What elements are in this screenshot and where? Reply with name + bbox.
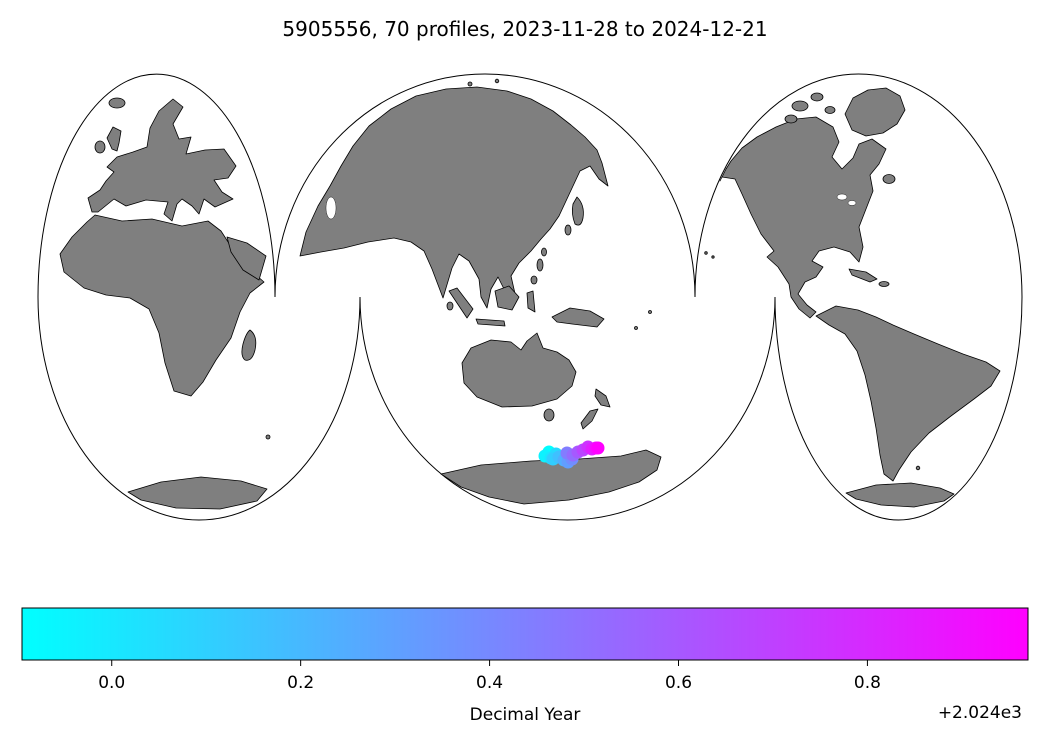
colorbar-offset-text: +2.024e3 bbox=[938, 703, 1022, 723]
island-vanuatu bbox=[648, 310, 652, 314]
land-south-america bbox=[815, 305, 1001, 482]
island-madagascar bbox=[241, 329, 257, 361]
colorbar-tick-label: 0.2 bbox=[287, 673, 314, 693]
island-java bbox=[475, 318, 506, 327]
land-arabia bbox=[226, 236, 267, 281]
island-fiji bbox=[634, 326, 638, 330]
island-sri-lanka bbox=[446, 301, 454, 311]
island-severnaya bbox=[494, 78, 500, 84]
island-sulawesi bbox=[526, 290, 536, 313]
island-sumatra bbox=[448, 287, 474, 319]
land-north-america bbox=[719, 116, 887, 319]
island-falklands bbox=[915, 465, 921, 471]
island-cuba bbox=[848, 268, 878, 283]
island-baffin bbox=[791, 100, 809, 112]
lake-caspian bbox=[325, 196, 337, 220]
profile-scatter bbox=[538, 440, 605, 469]
island-japan bbox=[571, 196, 584, 226]
land-australia bbox=[461, 332, 577, 408]
island-borneo bbox=[494, 285, 520, 311]
lake-superior bbox=[836, 193, 848, 201]
island-newfoundland bbox=[882, 174, 896, 184]
island-nz-north bbox=[594, 388, 611, 408]
profile-point bbox=[591, 441, 605, 455]
land-africa bbox=[59, 214, 265, 397]
island-victoria bbox=[784, 114, 798, 124]
land-antarctica-left bbox=[127, 476, 268, 510]
island-kerguelen bbox=[265, 434, 271, 440]
land-europe bbox=[87, 98, 237, 222]
lake-huron bbox=[847, 200, 857, 206]
island-greenland bbox=[844, 87, 906, 137]
island-hawaii-2 bbox=[711, 255, 715, 259]
colorbar-tick-label: 0.8 bbox=[854, 673, 881, 693]
world-map bbox=[37, 73, 1023, 521]
colorbar-ticks: 0.0 0.2 0.4 0.6 0.8 bbox=[98, 660, 881, 693]
island-tasmania bbox=[543, 408, 555, 422]
island-new-guinea bbox=[551, 307, 605, 328]
island-great-britain bbox=[106, 126, 122, 152]
colorbar-tick-label: 0.4 bbox=[476, 673, 503, 693]
island-luzon bbox=[536, 258, 544, 272]
island-hawaii bbox=[704, 251, 708, 255]
land-asia bbox=[299, 86, 609, 309]
colorbar: 0.0 0.2 0.4 0.6 0.8 Decimal Year +2.024e3 bbox=[21, 607, 1029, 725]
island-mindanao bbox=[530, 275, 538, 285]
land-masses bbox=[59, 78, 1001, 510]
island-svalbard bbox=[467, 81, 473, 87]
island-ireland bbox=[94, 140, 106, 154]
colorbar-tick-label: 0.6 bbox=[665, 673, 692, 693]
island-iceland bbox=[108, 97, 126, 109]
figure-title: 5905556, 70 profiles, 2023-11-28 to 2024… bbox=[282, 17, 767, 41]
island-ellesmere bbox=[810, 92, 824, 102]
island-taiwan bbox=[541, 247, 547, 257]
island-hispaniola bbox=[878, 281, 890, 287]
island-nz-south bbox=[580, 408, 599, 430]
colorbar-tick-label: 0.0 bbox=[98, 673, 125, 693]
island-devon bbox=[824, 106, 836, 114]
land-antarctica-right bbox=[845, 482, 955, 508]
colorbar-gradient-bar bbox=[21, 607, 1029, 661]
colorbar-axis-label: Decimal Year bbox=[470, 705, 581, 725]
island-kyushu bbox=[564, 224, 572, 236]
